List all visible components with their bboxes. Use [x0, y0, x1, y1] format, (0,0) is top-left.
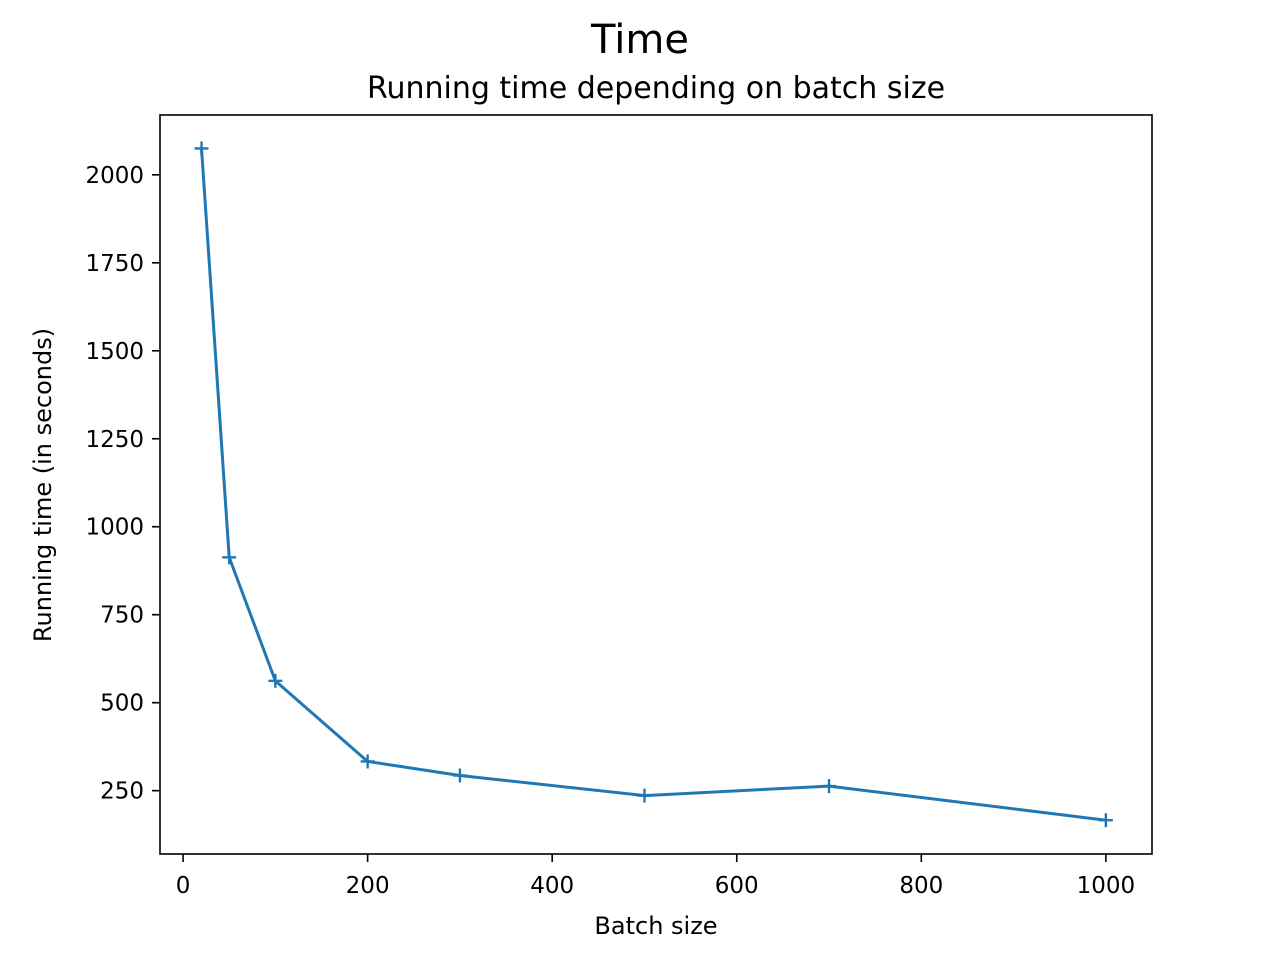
figure-suptitle: Time	[590, 17, 689, 63]
x-tick-label: 200	[346, 873, 390, 899]
x-tick-label: 600	[715, 873, 759, 899]
data-point-marker	[360, 754, 375, 769]
y-tick-label: 1500	[85, 339, 144, 365]
y-axis: 250 500 750 1000 1250 1500 1750 2000	[85, 163, 160, 805]
y-tick-label: 1250	[85, 427, 144, 453]
y-tick-label: 1000	[85, 515, 144, 541]
y-tick-label: 2000	[85, 163, 144, 189]
axes-frame	[159, 114, 1153, 855]
x-tick-label: 800	[899, 873, 943, 899]
chart-title: Running time depending on batch size	[367, 71, 945, 106]
y-tick-label: 750	[100, 603, 144, 629]
data-point-marker	[194, 141, 209, 156]
y-tick-label: 1750	[85, 251, 144, 277]
data-point-marker	[452, 768, 467, 783]
data-point-marker	[222, 550, 237, 565]
data-point-marker	[822, 779, 837, 794]
series-line	[200, 148, 1107, 822]
data-point-marker	[1098, 813, 1113, 828]
data-point-marker	[637, 788, 652, 803]
y-tick-label: 250	[100, 779, 144, 805]
x-tick-label: 400	[530, 873, 574, 899]
x-axis-label: Batch size	[594, 912, 717, 940]
y-axis-label: Running time (in seconds)	[29, 328, 57, 642]
x-tick-label: 1000	[1077, 873, 1136, 899]
y-tick-label: 500	[100, 691, 144, 717]
x-tick-label: 0	[176, 873, 191, 899]
plot-area	[194, 141, 1113, 828]
x-axis: 0 200 400 600 800 1000	[176, 854, 1135, 899]
data-point-marker	[268, 673, 283, 688]
